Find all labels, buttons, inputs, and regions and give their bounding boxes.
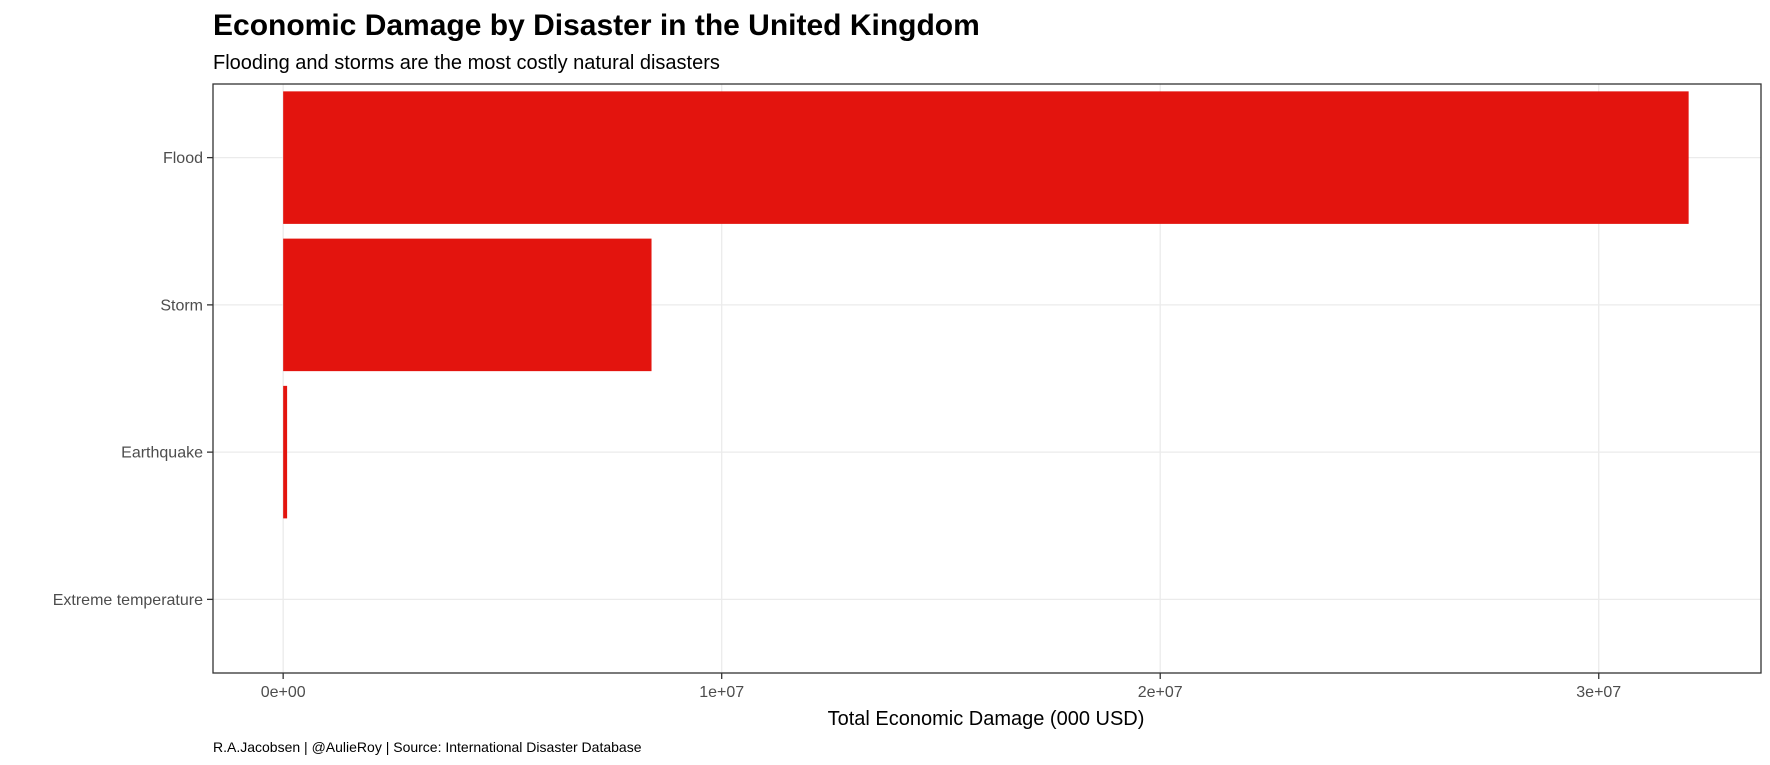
- chart-subtitle: Flooding and storms are the most costly …: [213, 52, 720, 74]
- x-tick-label: 3e+07: [1576, 684, 1621, 701]
- plot-panel-border: [212, 83, 1762, 674]
- bar-flood: [283, 91, 1689, 224]
- x-tick-label: 1e+07: [699, 684, 744, 701]
- caption: R.A.Jacobsen | @AulieRoy | Source: Inter…: [213, 739, 642, 755]
- x-axis: 0e+00 1e+07 2e+07 3e+07: [261, 673, 1621, 701]
- x-tick-label: 2e+07: [1138, 684, 1183, 701]
- bars: [283, 91, 1689, 519]
- bar-storm: [283, 238, 652, 372]
- x-axis-title: Total Economic Damage (000 USD): [828, 708, 1145, 730]
- x-tick-label: 0e+00: [261, 684, 306, 701]
- y-tick-label: Flood: [163, 150, 203, 167]
- y-tick-label: Storm: [160, 297, 203, 314]
- bar-earthquake: [283, 385, 288, 519]
- y-tick-label: Extreme temperature: [53, 592, 203, 609]
- chart-title: Economic Damage by Disaster in the Unite…: [213, 9, 980, 42]
- y-tick-label: Earthquake: [121, 445, 203, 462]
- y-axis: Flood Storm Earthquake Extreme temperature: [53, 150, 213, 609]
